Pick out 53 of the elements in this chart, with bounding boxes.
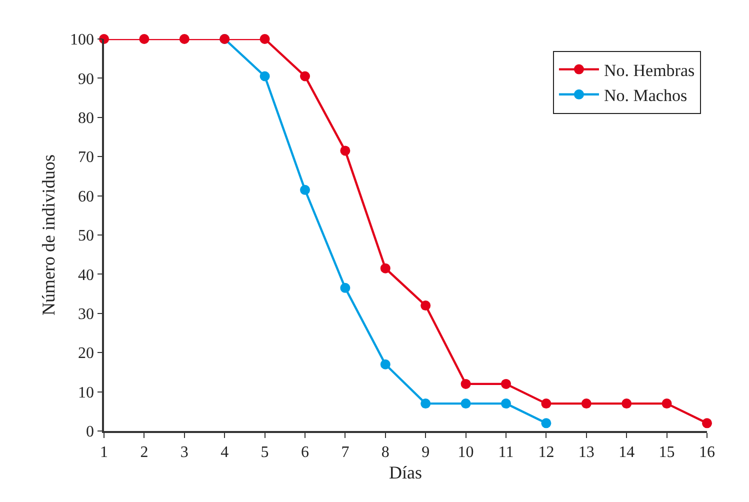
point bbox=[702, 418, 712, 428]
x-tick-label: 14 bbox=[618, 444, 635, 461]
point bbox=[300, 71, 310, 82]
point bbox=[139, 34, 150, 44]
point bbox=[541, 398, 552, 409]
point bbox=[501, 398, 511, 409]
point bbox=[420, 398, 431, 409]
x-tick-label: 16 bbox=[699, 444, 715, 461]
point bbox=[340, 282, 350, 293]
y-tick-label: 70 bbox=[78, 149, 94, 166]
x-tick-label: 10 bbox=[458, 444, 474, 461]
point bbox=[380, 263, 390, 274]
legend-label: No. Hembras bbox=[604, 60, 695, 80]
point bbox=[460, 398, 471, 409]
y-tick-label: 90 bbox=[78, 70, 94, 88]
x-tick-label: 6 bbox=[301, 444, 309, 461]
y-tick-label: 30 bbox=[78, 306, 94, 323]
y-tick-label: 40 bbox=[78, 266, 94, 284]
point bbox=[541, 418, 552, 428]
y-tick-label: 10 bbox=[78, 384, 94, 402]
point bbox=[380, 359, 390, 370]
y-axis-title: Número de individuos bbox=[38, 154, 59, 316]
point bbox=[501, 378, 511, 389]
point bbox=[260, 71, 270, 82]
y-tick-label: 20 bbox=[78, 345, 94, 362]
point bbox=[179, 34, 190, 44]
y-tick-label: 80 bbox=[78, 110, 94, 127]
x-tick-label: 3 bbox=[180, 444, 188, 461]
point bbox=[581, 398, 592, 409]
point bbox=[300, 184, 310, 195]
point bbox=[420, 300, 431, 311]
point bbox=[340, 146, 350, 156]
y-tick-label: 60 bbox=[78, 188, 94, 206]
x-axis-title: Días bbox=[389, 462, 422, 483]
x-tick-label: 5 bbox=[260, 444, 269, 461]
x-tick-label: 2 bbox=[140, 444, 148, 461]
x-tick-label: 1 bbox=[100, 444, 108, 461]
x-tick-label: 4 bbox=[220, 444, 229, 461]
x-tick-label: 13 bbox=[578, 444, 594, 461]
point bbox=[460, 378, 471, 389]
x-tick-label: 9 bbox=[422, 444, 430, 461]
x-tick-label: 11 bbox=[498, 444, 514, 461]
point bbox=[622, 398, 632, 409]
y-tick-label: 50 bbox=[78, 228, 94, 245]
x-tick-label: 7 bbox=[341, 444, 350, 461]
y-tick-label: 100 bbox=[70, 32, 94, 49]
x-tick-label: 8 bbox=[381, 444, 390, 461]
x-tick-label: 15 bbox=[658, 444, 675, 461]
point bbox=[662, 398, 672, 409]
y-tick-label: 0 bbox=[86, 424, 94, 441]
point bbox=[260, 34, 270, 44]
legend-label: No. Machos bbox=[604, 86, 688, 106]
x-tick-label: 12 bbox=[538, 444, 554, 461]
